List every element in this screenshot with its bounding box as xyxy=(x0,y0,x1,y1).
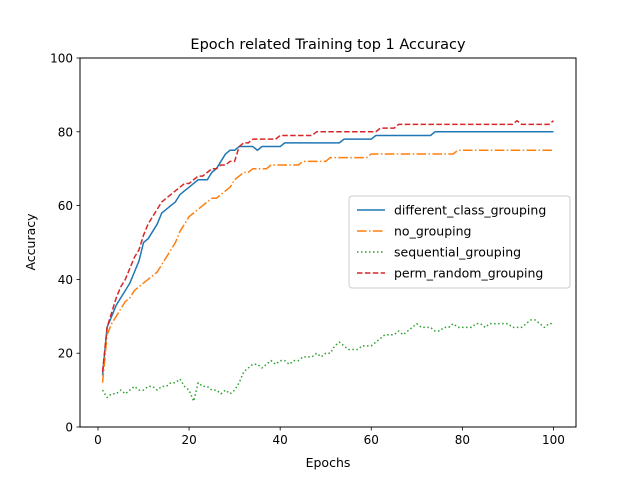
legend: different_class_grouping no_groupingseque… xyxy=(348,195,571,289)
y-axis: 0 20 40 60 80 100 xyxy=(50,52,80,435)
x-tick-label: 40 xyxy=(273,433,288,447)
x-axis: 0 20 40 60 80 100 xyxy=(94,427,565,447)
series-line-different-class-grouping xyxy=(101,131,554,376)
legend-label: different_class_grouping xyxy=(394,203,546,218)
series-line-perm-random-grouping xyxy=(101,119,554,372)
series-line-no-grouping xyxy=(101,149,554,383)
x-axis-label: Epochs xyxy=(306,455,351,470)
x-tick-label: 20 xyxy=(181,433,196,447)
y-tick-label: 40 xyxy=(58,273,73,287)
series-line-sequential-grouping xyxy=(101,319,554,402)
y-tick-label: 0 xyxy=(65,421,73,435)
y-tick-label: 60 xyxy=(58,199,73,213)
y-tick-label: 100 xyxy=(50,52,73,66)
x-tick-label: 0 xyxy=(94,433,102,447)
legend-label: sequential_grouping xyxy=(394,245,521,260)
series-lines xyxy=(101,119,554,402)
x-tick-label: 60 xyxy=(364,433,379,447)
x-tick-label: 80 xyxy=(455,433,470,447)
y-tick-label: 80 xyxy=(58,125,73,139)
legend-box xyxy=(348,195,571,289)
legend-label: no_grouping xyxy=(394,224,471,239)
legend-label: perm_random_grouping xyxy=(394,266,543,281)
plot-frame xyxy=(79,57,577,428)
x-tick-label: 100 xyxy=(542,433,565,447)
y-tick-label: 20 xyxy=(58,347,73,361)
chart-title: Epoch related Training top 1 Accuracy xyxy=(190,37,466,53)
y-axis-label: Accuracy xyxy=(23,213,38,271)
